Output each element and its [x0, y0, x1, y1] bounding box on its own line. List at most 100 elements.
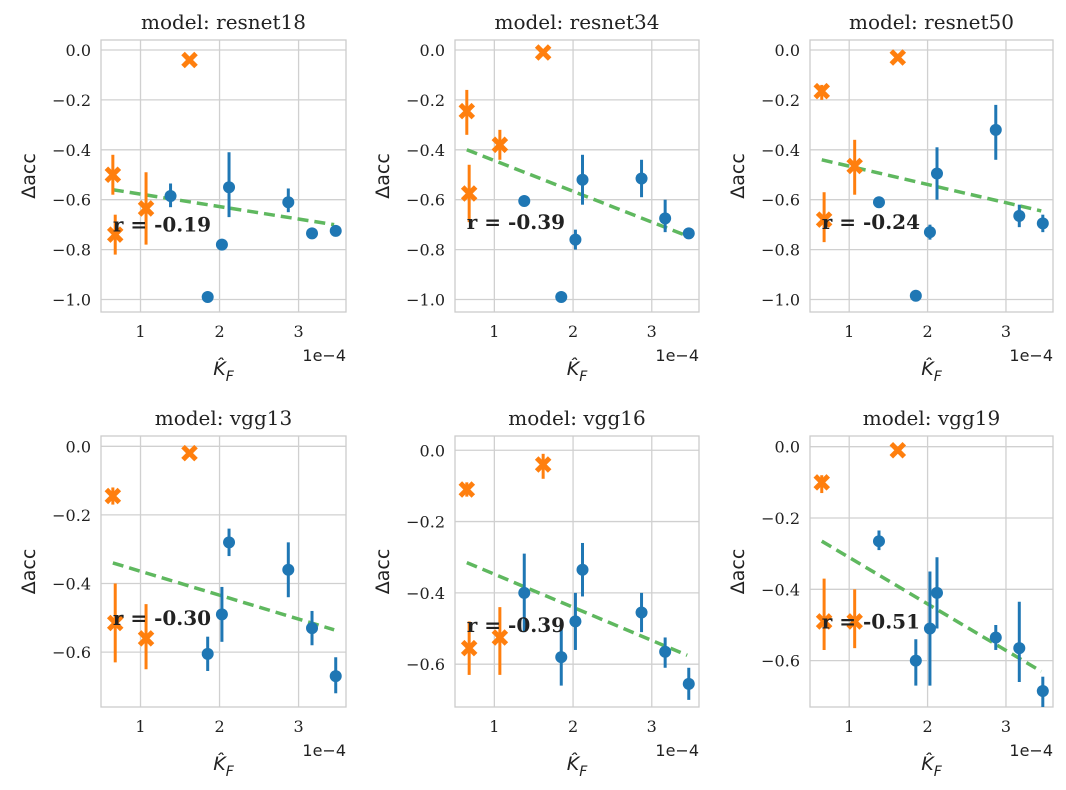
x-tick-label: 2	[922, 322, 932, 341]
cross-marker	[846, 157, 863, 175]
correlation-label: r = -0.19	[113, 213, 211, 237]
x-axis-label: K̂F	[567, 358, 588, 385]
y-axis-label: Δacc	[727, 549, 749, 595]
cross-marker	[137, 200, 155, 217]
cross-marker	[491, 136, 509, 154]
y-tick-label: −1.0	[761, 291, 800, 310]
axes-frame	[809, 39, 1054, 313]
circle-marker	[223, 181, 236, 194]
correlation-label: r = -0.51	[822, 609, 920, 633]
regression-line	[466, 560, 688, 657]
x-tick-label: 2	[922, 717, 932, 736]
circle-marker	[635, 172, 648, 185]
cross-marker	[815, 211, 833, 228]
cross-marker	[458, 481, 476, 498]
subplot-title: model: resnet18	[141, 10, 306, 34]
circle-marker	[569, 233, 582, 246]
cross-marker	[534, 456, 552, 473]
y-tick-label: −0.8	[52, 241, 91, 260]
x-tick-label: 2	[568, 717, 578, 736]
subplot-title: model: vgg16	[508, 406, 646, 430]
y-tick-label: 0.0	[420, 441, 445, 460]
cross-marker	[137, 630, 155, 647]
circle-marker	[555, 651, 568, 664]
circle-marker	[518, 586, 531, 599]
circle-marker	[282, 563, 295, 576]
y-tick-label: 0.0	[775, 438, 800, 457]
cross-marker	[104, 487, 122, 505]
regression-line	[820, 539, 1043, 673]
x-offset-label: 1e−4	[302, 346, 346, 365]
x-tick-label: 1	[489, 717, 499, 736]
x-axis-label-main: K̂	[567, 358, 581, 380]
y-tick-label: −0.6	[52, 191, 91, 210]
correlation-label: r = -0.30	[113, 606, 211, 630]
subplot-5: 1 2 3 0.0 −0.2 −0.4 −0.6 model: vgg16 1e−4 Δacc K̂…	[372, 406, 700, 780]
circle-marker	[576, 563, 589, 576]
circle-marker	[930, 586, 943, 599]
circle-marker	[909, 654, 922, 667]
cross-marker	[181, 444, 198, 462]
circle-marker	[923, 622, 936, 635]
axes-frame	[100, 39, 347, 313]
axes-frame	[454, 435, 700, 708]
cross-marker	[491, 629, 509, 646]
subplot-title: model: resnet34	[495, 10, 660, 34]
y-tick-label: 0.0	[66, 437, 91, 456]
subplot-title: model: vgg19	[863, 406, 1001, 430]
correlation-label: r = -0.39	[467, 210, 565, 234]
cross-marker	[458, 102, 476, 120]
x-offset-label: 1e−4	[302, 741, 346, 760]
circle-marker	[682, 677, 695, 690]
y-tick-label: −0.6	[406, 191, 445, 210]
circle-marker	[576, 173, 589, 186]
subplot-6: 1 2 3 0.0 −0.2 −0.4 −0.6 model: vgg19 1e−4 Δacc K̂…	[727, 406, 1054, 780]
cross-marker	[813, 82, 831, 100]
cross-marker	[534, 44, 552, 61]
subplot-2: 1 2 3 0.0 −0.2 −0.4 −0.6 −0.8 −1.0 model: resnet3…	[372, 10, 700, 385]
x-tick-label: 1	[844, 322, 854, 341]
cross-marker	[460, 185, 478, 202]
circle-marker	[201, 291, 214, 304]
circle-marker	[872, 196, 885, 209]
cross-marker	[181, 51, 198, 69]
axes-frame	[809, 435, 1054, 708]
circle-marker	[923, 226, 936, 239]
circle-marker	[1036, 217, 1049, 230]
x-tick-label: 3	[1001, 717, 1011, 736]
circle-marker	[1013, 209, 1026, 222]
circle-marker	[635, 606, 648, 619]
circle-marker	[215, 608, 228, 621]
circle-marker	[306, 622, 319, 635]
x-offset-label: 1e−4	[1009, 741, 1053, 760]
x-axis-label: K̂F	[213, 753, 234, 780]
cross-marker	[889, 441, 907, 459]
x-axis-label-main: K̂	[213, 358, 227, 380]
circle-marker	[201, 647, 214, 660]
circle-marker	[555, 291, 568, 304]
cross-marker	[846, 613, 863, 630]
circle-marker	[223, 536, 236, 549]
x-tick-label: 2	[214, 322, 224, 341]
x-tick-label: 3	[293, 717, 303, 736]
cross-marker	[104, 166, 122, 184]
correlation-label: r = -0.39	[467, 613, 565, 637]
circle-marker	[872, 535, 885, 548]
y-tick-label: −0.8	[761, 241, 800, 260]
x-tick-label: 1	[489, 322, 499, 341]
circle-marker	[569, 615, 582, 628]
y-tick-label: −0.2	[406, 513, 445, 532]
y-tick-label: −0.2	[406, 91, 445, 110]
x-axis-label-main: K̂	[567, 753, 581, 775]
y-tick-label: −0.2	[52, 91, 91, 110]
y-tick-label: −0.4	[406, 584, 445, 603]
circle-marker	[682, 227, 695, 240]
circle-marker	[1036, 684, 1049, 697]
y-axis-label: Δacc	[18, 549, 40, 595]
circle-marker	[659, 212, 672, 225]
cross-marker	[106, 226, 124, 243]
y-tick-label: −0.4	[52, 575, 91, 594]
y-tick-label: −0.8	[406, 241, 445, 260]
y-tick-label: −0.4	[761, 141, 800, 160]
